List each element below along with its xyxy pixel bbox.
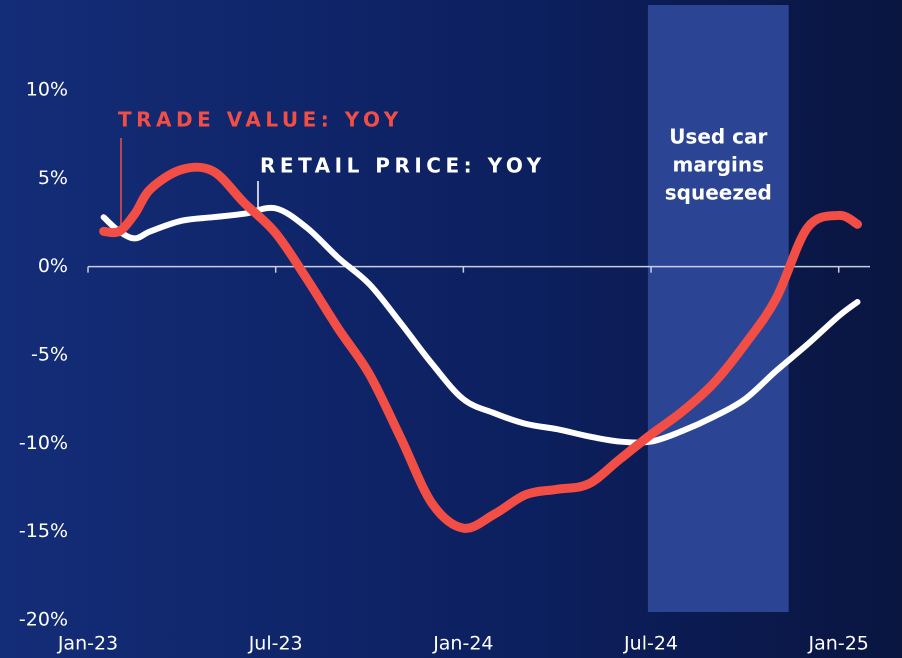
x-tick-label: Jan-23 — [57, 633, 118, 655]
y-tick-label: -20% — [19, 609, 68, 631]
line-0 — [99, 162, 862, 533]
x-tick-label: Jan-25 — [808, 633, 869, 655]
y-tick-label: -5% — [31, 344, 68, 366]
y-tick-label: 0% — [38, 255, 68, 277]
y-tick-label: 5% — [38, 167, 68, 189]
highlight-label: margins — [673, 153, 765, 177]
highlight-label: Used car — [669, 125, 767, 149]
line-1 — [100, 204, 861, 446]
series-label: RETAIL PRICE: YOY — [260, 154, 546, 178]
y-tick-label: -10% — [19, 432, 68, 454]
y-tick-label: 10% — [26, 79, 68, 101]
y-tick-label: -15% — [19, 520, 68, 542]
highlight-label: squeezed — [665, 181, 772, 205]
x-tick-label: Jan-24 — [432, 633, 493, 655]
x-tick-label: Jul-23 — [248, 633, 303, 655]
x-tick-label: Jul-24 — [623, 633, 678, 655]
series-label: TRADE VALUE: YOY — [118, 108, 403, 132]
